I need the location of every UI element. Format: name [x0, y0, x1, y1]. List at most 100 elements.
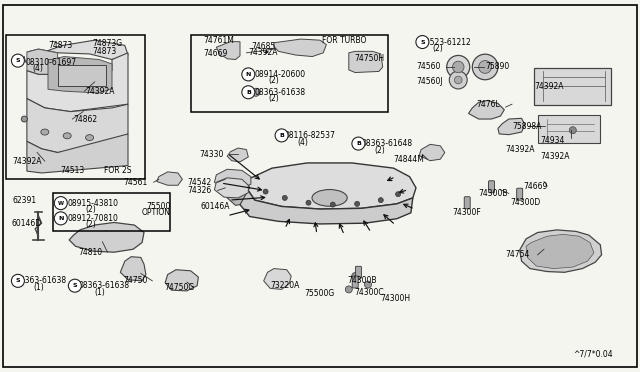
Polygon shape	[165, 270, 198, 291]
FancyBboxPatch shape	[488, 181, 495, 193]
Bar	[191, 35, 388, 112]
Text: N: N	[58, 216, 63, 221]
Text: FOR TURBO: FOR TURBO	[322, 36, 366, 45]
Bar	[53, 193, 170, 231]
Text: S: S	[15, 58, 20, 63]
Text: B: B	[356, 141, 361, 146]
Text: S: S	[15, 278, 20, 283]
Polygon shape	[227, 179, 250, 205]
Text: 75898A: 75898A	[512, 122, 541, 131]
Text: B: B	[246, 90, 251, 95]
Polygon shape	[498, 118, 525, 135]
Text: 74750G: 74750G	[164, 283, 194, 292]
Polygon shape	[246, 163, 416, 209]
FancyBboxPatch shape	[355, 266, 362, 278]
Circle shape	[352, 273, 358, 279]
Circle shape	[242, 86, 255, 99]
Circle shape	[275, 129, 288, 142]
Bar	[534, 68, 611, 105]
Ellipse shape	[312, 190, 348, 206]
Circle shape	[378, 198, 383, 203]
Text: (4): (4)	[32, 64, 43, 73]
Text: 74300C: 74300C	[354, 288, 383, 296]
Circle shape	[355, 201, 360, 206]
Polygon shape	[27, 134, 128, 173]
Ellipse shape	[86, 135, 93, 141]
Text: 74561: 74561	[124, 178, 148, 187]
Text: 74300H: 74300H	[381, 294, 411, 303]
Text: N: N	[246, 72, 251, 77]
Text: 74392A: 74392A	[506, 145, 535, 154]
Circle shape	[346, 286, 352, 293]
Circle shape	[54, 212, 67, 225]
Text: 74326: 74326	[187, 186, 211, 195]
Bar	[58, 65, 106, 86]
Text: 74300F: 74300F	[452, 208, 481, 217]
Text: 60146A: 60146A	[200, 202, 230, 211]
Text: 75890: 75890	[485, 62, 509, 71]
Circle shape	[252, 88, 260, 96]
Text: 08363-61648: 08363-61648	[362, 139, 413, 148]
Circle shape	[396, 192, 401, 197]
Circle shape	[452, 61, 464, 73]
Circle shape	[21, 116, 28, 122]
Text: (2): (2)	[269, 94, 280, 103]
Text: 74873: 74873	[48, 41, 72, 50]
FancyBboxPatch shape	[464, 197, 470, 209]
Circle shape	[365, 281, 371, 288]
Text: 74934: 74934	[541, 136, 565, 145]
Polygon shape	[216, 42, 240, 60]
Circle shape	[12, 54, 24, 67]
Text: 74392A: 74392A	[541, 153, 570, 161]
Text: 08310-61697: 08310-61697	[26, 58, 77, 67]
Circle shape	[454, 76, 462, 84]
Polygon shape	[526, 234, 594, 269]
Text: 74330: 74330	[200, 150, 224, 159]
Circle shape	[282, 195, 287, 201]
Text: (1): (1)	[33, 283, 44, 292]
Polygon shape	[264, 269, 291, 289]
Polygon shape	[349, 51, 383, 73]
Text: 08912-70810: 08912-70810	[67, 214, 118, 223]
Polygon shape	[157, 172, 182, 185]
Polygon shape	[27, 49, 58, 74]
Text: 74392A: 74392A	[534, 82, 564, 91]
Text: 74669: 74669	[524, 182, 548, 190]
Circle shape	[472, 54, 498, 80]
Text: 74844M: 74844M	[394, 155, 424, 164]
Text: 08914-20600: 08914-20600	[255, 70, 306, 79]
Text: (2): (2)	[432, 44, 443, 53]
Text: 08116-82537: 08116-82537	[285, 131, 335, 140]
Text: 08363-61638: 08363-61638	[255, 88, 306, 97]
Polygon shape	[120, 257, 146, 281]
Polygon shape	[520, 230, 602, 272]
Text: ^7/7*0.04: ^7/7*0.04	[573, 350, 613, 359]
Text: (4): (4)	[298, 138, 308, 147]
Text: 75500: 75500	[146, 202, 170, 211]
Text: 74392A: 74392A	[248, 48, 278, 57]
Circle shape	[54, 197, 67, 209]
Text: OPTION: OPTION	[142, 208, 171, 217]
Text: 74873: 74873	[93, 47, 117, 56]
Text: B: B	[279, 133, 284, 138]
Polygon shape	[214, 178, 248, 198]
Bar	[6, 35, 145, 179]
Text: 08523-61212: 08523-61212	[420, 38, 471, 46]
Polygon shape	[214, 169, 251, 190]
Text: (2): (2)	[269, 76, 280, 85]
Bar	[538, 115, 600, 143]
Text: 74750H: 74750H	[354, 54, 384, 63]
Polygon shape	[27, 99, 128, 153]
Circle shape	[570, 127, 576, 134]
Text: 74300D: 74300D	[510, 198, 540, 207]
Circle shape	[306, 200, 311, 205]
Text: 75500G: 75500G	[305, 289, 335, 298]
Text: 74542: 74542	[187, 178, 211, 187]
Text: 74392A: 74392A	[13, 157, 42, 166]
Text: 74560: 74560	[416, 62, 440, 71]
Text: 74560J: 74560J	[416, 77, 443, 86]
Text: 73220A: 73220A	[270, 281, 300, 290]
Text: (2): (2)	[85, 220, 96, 229]
Text: 74300B: 74300B	[348, 276, 377, 285]
Polygon shape	[227, 148, 248, 162]
